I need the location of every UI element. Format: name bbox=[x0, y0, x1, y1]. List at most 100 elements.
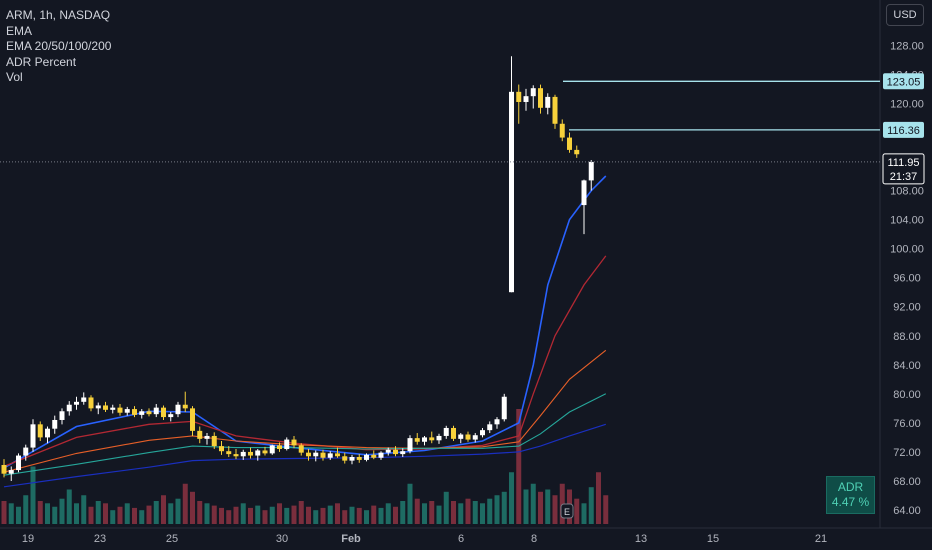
legend-ema[interactable]: EMA bbox=[6, 23, 33, 38]
candle-body bbox=[320, 452, 326, 458]
candle-body bbox=[545, 96, 551, 108]
adr-value: 4.47 % bbox=[831, 495, 870, 509]
volume-bar bbox=[530, 483, 536, 524]
candle-body bbox=[349, 457, 355, 461]
candle-body bbox=[182, 404, 188, 409]
candle-body bbox=[66, 404, 72, 412]
y-tick-label: 120.00 bbox=[890, 98, 924, 110]
volume-bar bbox=[182, 483, 188, 524]
candle-body bbox=[364, 454, 369, 460]
volume-bar bbox=[364, 510, 369, 524]
volume-bar bbox=[552, 495, 558, 524]
candle-body bbox=[393, 449, 398, 455]
volume-bar bbox=[8, 503, 14, 524]
candle-body bbox=[95, 405, 101, 409]
candle-body bbox=[480, 430, 485, 436]
volume-bar bbox=[204, 503, 210, 524]
candle-body bbox=[378, 452, 384, 458]
volume-bar bbox=[371, 505, 377, 524]
candle-body bbox=[284, 439, 290, 450]
chart-legend: ARM, 1h, NASDAQ EMA EMA 20/50/100/200 AD… bbox=[6, 8, 111, 86]
candle-body bbox=[59, 411, 65, 420]
volume-bar bbox=[95, 501, 101, 524]
volume-bar bbox=[342, 510, 348, 524]
candle-body bbox=[248, 451, 253, 456]
candle-body bbox=[407, 438, 413, 452]
x-tick-label: 25 bbox=[166, 533, 178, 545]
volume-bar bbox=[103, 503, 108, 524]
price-tag-text: 123.05 bbox=[887, 76, 921, 88]
candle-body bbox=[37, 424, 43, 438]
price-axis[interactable]: 128.00124.00120.00116.00112.00108.00104.… bbox=[890, 40, 924, 517]
candle-body bbox=[465, 434, 471, 440]
candle-body bbox=[161, 407, 166, 418]
candle-body bbox=[335, 453, 340, 457]
volume-bar bbox=[436, 505, 442, 524]
legend-vol[interactable]: Vol bbox=[6, 70, 23, 84]
candle-body bbox=[443, 427, 449, 436]
volume-bar bbox=[327, 505, 333, 524]
volume-bar bbox=[284, 507, 290, 524]
candle-body bbox=[233, 454, 239, 457]
volume-bar bbox=[248, 507, 253, 524]
earnings-icon-letter: E bbox=[564, 507, 570, 517]
volume-bar bbox=[277, 503, 282, 524]
volume-bar bbox=[124, 503, 130, 524]
adr-label: ADR bbox=[837, 480, 864, 494]
currency-button[interactable]: USD bbox=[886, 4, 924, 26]
x-tick-label: 21 bbox=[815, 533, 827, 545]
volume-bar bbox=[298, 501, 304, 524]
ema100-line bbox=[3, 393, 607, 476]
volume-bar bbox=[596, 472, 601, 524]
volume-bar bbox=[356, 507, 362, 524]
volume-bar bbox=[407, 483, 413, 524]
volume-bar bbox=[233, 506, 239, 524]
candle-body bbox=[240, 451, 246, 457]
candle-body bbox=[146, 411, 152, 415]
volume-bar bbox=[378, 507, 384, 524]
volume-bar bbox=[190, 491, 195, 524]
volume-bar bbox=[66, 489, 72, 524]
candle-body bbox=[23, 447, 29, 456]
candle-body bbox=[298, 445, 304, 453]
volume-bar bbox=[458, 503, 464, 524]
candle-body bbox=[422, 437, 427, 442]
volume-bar bbox=[385, 503, 391, 524]
volume-bar bbox=[422, 503, 427, 524]
candle-body bbox=[581, 180, 587, 206]
volume-bar bbox=[23, 495, 29, 524]
volume-bar bbox=[52, 506, 58, 524]
volume-bar bbox=[494, 495, 500, 524]
volume-bar bbox=[132, 507, 137, 524]
legend-ema-multi[interactable]: EMA 20/50/100/200 bbox=[6, 39, 112, 53]
earnings-marker[interactable]: E bbox=[560, 503, 574, 519]
ema50-line bbox=[3, 349, 607, 473]
legend-adr[interactable]: ADR Percent bbox=[6, 54, 77, 69]
candle-body bbox=[327, 453, 333, 458]
y-tick-label: 96.00 bbox=[893, 273, 921, 285]
volume-bars bbox=[1, 409, 609, 524]
x-tick-label: 30 bbox=[276, 533, 288, 545]
volume-bar bbox=[581, 503, 587, 524]
y-tick-label: 104.00 bbox=[890, 215, 924, 227]
x-tick-label: 8 bbox=[531, 533, 537, 545]
y-tick-label: 128.00 bbox=[890, 40, 924, 52]
candle-body bbox=[385, 449, 391, 453]
candle-body bbox=[567, 137, 572, 150]
candle-body bbox=[255, 450, 261, 456]
volume-bar bbox=[74, 503, 79, 524]
candle-body bbox=[559, 123, 565, 138]
volume-bar bbox=[269, 506, 275, 524]
volume-bar bbox=[480, 503, 485, 524]
candle-body bbox=[414, 438, 420, 442]
time-axis[interactable]: 19 23 25 30 Feb 6 8 13 15 21 bbox=[22, 533, 827, 545]
horizontal-levels[interactable] bbox=[0, 80, 880, 163]
y-tick-label: 100.00 bbox=[890, 244, 924, 256]
candle-body bbox=[530, 88, 536, 97]
volume-bar bbox=[429, 501, 435, 524]
last-price-tag bbox=[882, 153, 925, 185]
legend-symbol[interactable]: ARM, 1h, NASDAQ bbox=[6, 8, 111, 22]
volume-bar bbox=[501, 491, 507, 524]
candle-body bbox=[262, 450, 268, 454]
